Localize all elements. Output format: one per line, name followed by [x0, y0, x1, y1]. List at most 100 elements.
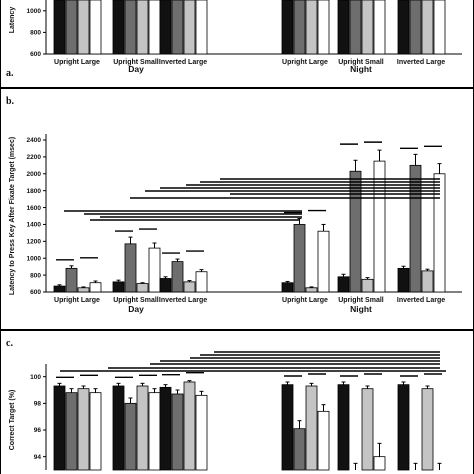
bar [159, 278, 172, 293]
bar [397, 384, 410, 471]
bar [337, 0, 350, 55]
bar [349, 170, 362, 293]
bar [53, 385, 66, 471]
y-tick-label: 800 [30, 30, 41, 37]
bar [281, 0, 294, 55]
bar [281, 282, 294, 293]
bar [195, 271, 208, 293]
bar [65, 392, 78, 471]
bar [195, 394, 208, 471]
bar [77, 287, 90, 293]
y-tick-label: 2000 [27, 171, 42, 178]
period-label: Day [128, 64, 144, 74]
bar [65, 267, 78, 293]
category-label: Upright Small [113, 59, 159, 66]
category-label: Inverted Large [397, 59, 445, 66]
bar [148, 0, 161, 55]
y-axis-label: Latency [9, 7, 16, 34]
category-label: Upright Large [54, 297, 100, 304]
bar [317, 0, 330, 55]
bar [112, 0, 125, 55]
panel-letter: a. [6, 68, 14, 79]
bar [421, 388, 434, 471]
y-tick-label: 100 [30, 374, 41, 381]
y-axis-label: Latency to Press Key After Fixate Target… [9, 137, 16, 295]
bar [124, 243, 137, 293]
bar [171, 0, 184, 55]
category-label: Inverted Large [397, 297, 445, 304]
bar [397, 267, 410, 293]
bar [183, 0, 196, 55]
bar [159, 386, 172, 471]
y-tick-label: 600 [30, 289, 41, 296]
y-tick-label: 96 [34, 427, 42, 434]
bar [112, 281, 125, 293]
bar [421, 0, 434, 55]
bar [183, 281, 196, 293]
bar [305, 385, 318, 471]
bar [171, 393, 184, 471]
bar [195, 0, 208, 55]
y-tick-label: 2400 [27, 137, 42, 144]
category-label: Upright Large [282, 59, 328, 66]
bar [305, 0, 318, 55]
bar [89, 392, 102, 471]
y-tick-label: 1000 [27, 8, 42, 15]
bar [124, 0, 137, 55]
bar [337, 276, 350, 293]
bar [361, 278, 374, 293]
y-tick-label: 1800 [27, 188, 42, 195]
bar [317, 230, 330, 293]
bar [293, 0, 306, 55]
bar [281, 384, 294, 471]
bar [53, 285, 66, 293]
bar [124, 402, 137, 471]
panel-letter: b. [6, 96, 15, 107]
bar [349, 0, 362, 55]
bar [373, 456, 386, 471]
period-label: Day [128, 304, 144, 314]
bar [397, 0, 410, 55]
y-tick-label: 1200 [27, 239, 42, 246]
y-axis-label: Correct Target (%) [9, 390, 16, 451]
bar [89, 0, 102, 55]
bar [337, 384, 350, 471]
bar [373, 160, 386, 293]
period-label: Night [350, 64, 372, 74]
bar [293, 428, 306, 471]
bar [361, 388, 374, 471]
bar [421, 270, 434, 293]
bar [65, 0, 78, 55]
category-label: Upright Large [282, 297, 328, 304]
bar [136, 283, 149, 293]
category-label: Upright Small [338, 59, 384, 66]
category-label: Upright Large [54, 59, 100, 66]
category-label: Inverted Large [159, 297, 207, 304]
bar [136, 0, 149, 55]
category-label: Upright Small [113, 297, 159, 304]
y-tick-label: 800 [30, 272, 41, 279]
y-tick-label: 1600 [27, 205, 42, 212]
y-tick-label: 1000 [27, 255, 42, 262]
category-label: Inverted Large [159, 59, 207, 66]
y-tick-label: 98 [34, 401, 42, 408]
bar [361, 0, 374, 55]
bar [373, 0, 386, 55]
period-label: Night [350, 304, 372, 314]
y-tick-label: 600 [30, 51, 41, 58]
bar [159, 0, 172, 55]
bar [183, 381, 196, 471]
y-tick-label: 1400 [27, 222, 42, 229]
bar [77, 0, 90, 55]
panel-frame [0, 88, 474, 330]
bar [171, 261, 184, 293]
bar [433, 0, 446, 55]
bar [112, 385, 125, 471]
panel-letter: c. [6, 338, 13, 349]
category-label: Upright Small [338, 297, 384, 304]
bar [148, 392, 161, 471]
bar [148, 247, 161, 293]
bar [53, 0, 66, 55]
bar [409, 0, 422, 55]
